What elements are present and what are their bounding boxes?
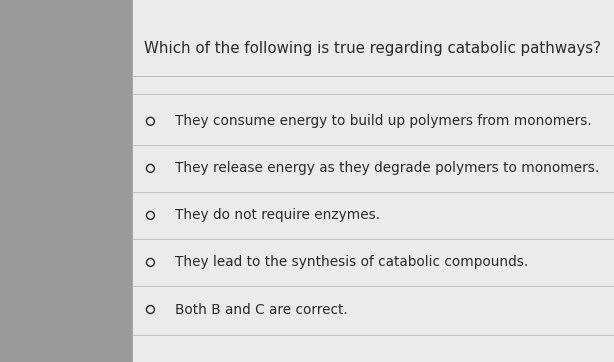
Text: They release energy as they degrade polymers to monomers.: They release energy as they degrade poly… <box>175 161 599 175</box>
Bar <box>132 0 614 362</box>
Bar <box>0 0 132 362</box>
Text: They do not require enzymes.: They do not require enzymes. <box>175 209 380 222</box>
Text: Both B and C are correct.: Both B and C are correct. <box>175 303 348 316</box>
Text: They consume energy to build up polymers from monomers.: They consume energy to build up polymers… <box>175 114 592 128</box>
Text: They lead to the synthesis of catabolic compounds.: They lead to the synthesis of catabolic … <box>175 256 528 269</box>
Text: Which of the following is true regarding catabolic pathways?: Which of the following is true regarding… <box>144 41 601 56</box>
